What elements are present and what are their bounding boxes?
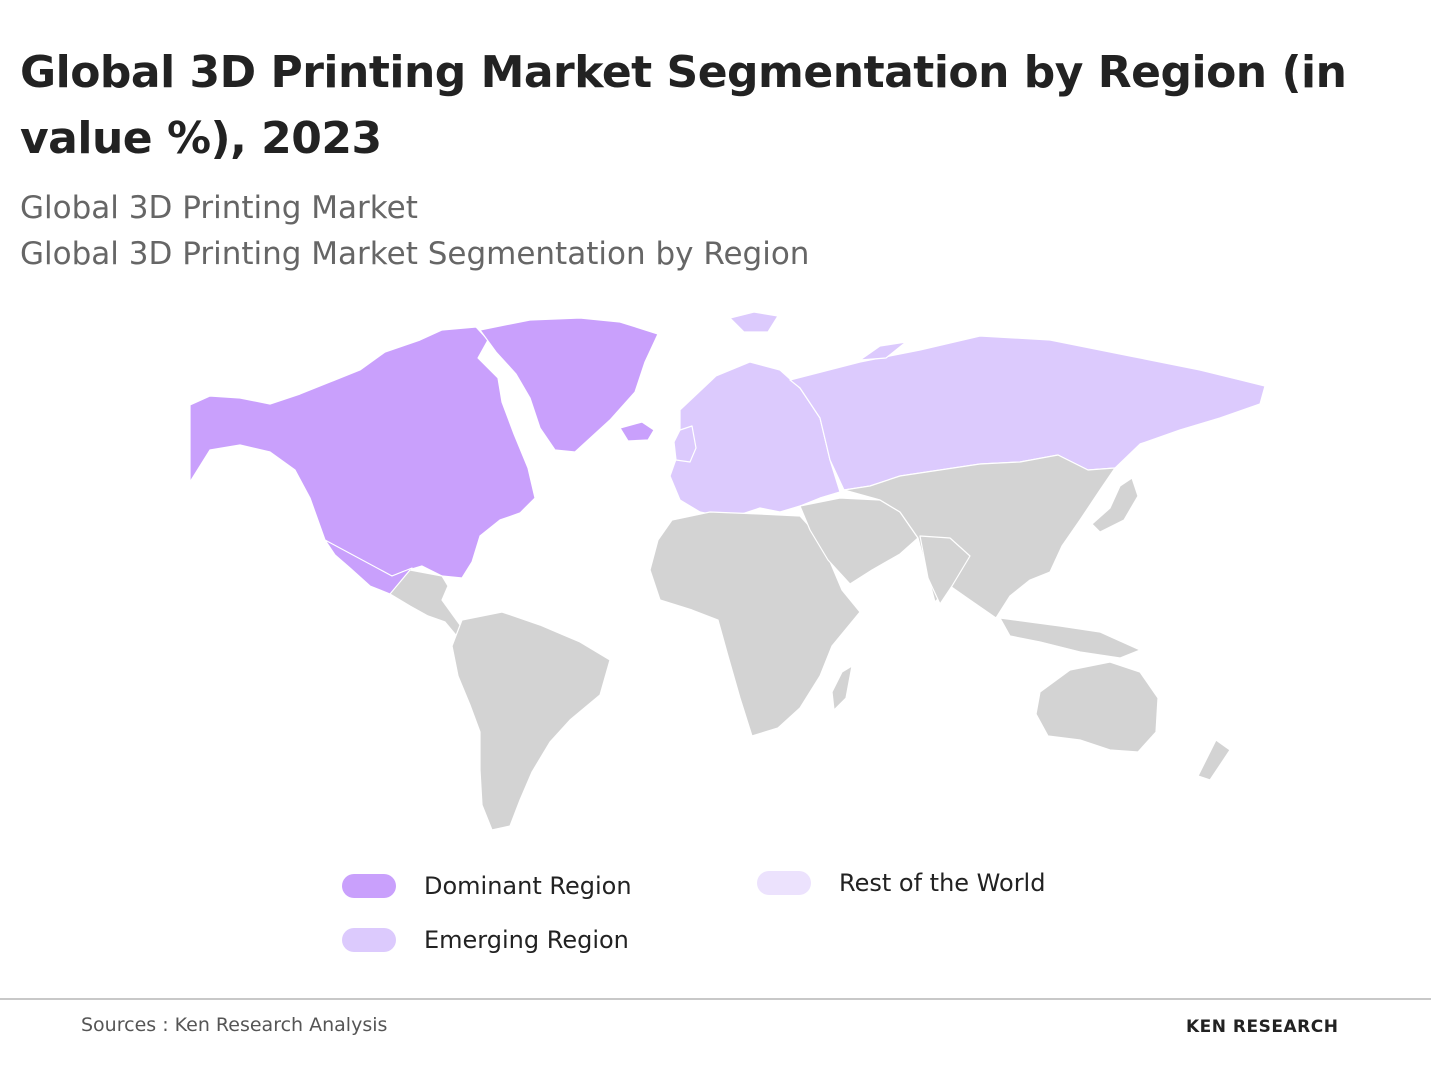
map-new-zealand [1197,739,1231,781]
map-australia [1035,661,1159,753]
legend-item-emerging: Emerging Region [342,926,629,954]
legend-label-emerging: Emerging Region [424,926,629,954]
map-central-america [389,569,469,641]
brand-name: KEN RESEARCH [1186,1017,1339,1037]
map-novaya-zemlya [859,341,907,361]
map-greenland [479,317,659,453]
map-india-peninsula [919,535,971,605]
legend-swatch-rest [757,871,811,895]
source-note: Sources : Ken Research Analysis [81,1014,388,1036]
legend-swatch-dominant [342,874,396,898]
subtitle-market: Global 3D Printing Market [20,190,418,226]
ken-research-logo-icon [1161,1017,1180,1037]
map-middle-east [799,497,919,585]
map-svalbard [729,311,779,333]
map-southeast-asia-islands [999,617,1141,659]
world-map [189,311,1266,831]
map-africa [649,511,861,737]
legend-swatch-emerging [342,928,396,952]
footer-divider [0,998,1431,1000]
legend-item-dominant: Dominant Region [342,872,632,900]
subtitle-segmentation: Global 3D Printing Market Segmentation b… [20,236,810,272]
legend-item-rest: Rest of the World [757,869,1045,897]
map-iceland [619,421,655,442]
map-north-america [189,326,536,579]
page-title: Global 3D Printing Market Segmentation b… [20,47,1347,164]
map-uk [673,425,697,463]
map-japan [1091,477,1139,533]
legend-label-rest: Rest of the World [839,869,1046,897]
legend-label-dominant: Dominant Region [424,872,632,900]
map-south-america [451,611,611,831]
brand-logo: KEN RESEARCH [1160,1016,1338,1038]
map-madagascar [831,665,853,711]
